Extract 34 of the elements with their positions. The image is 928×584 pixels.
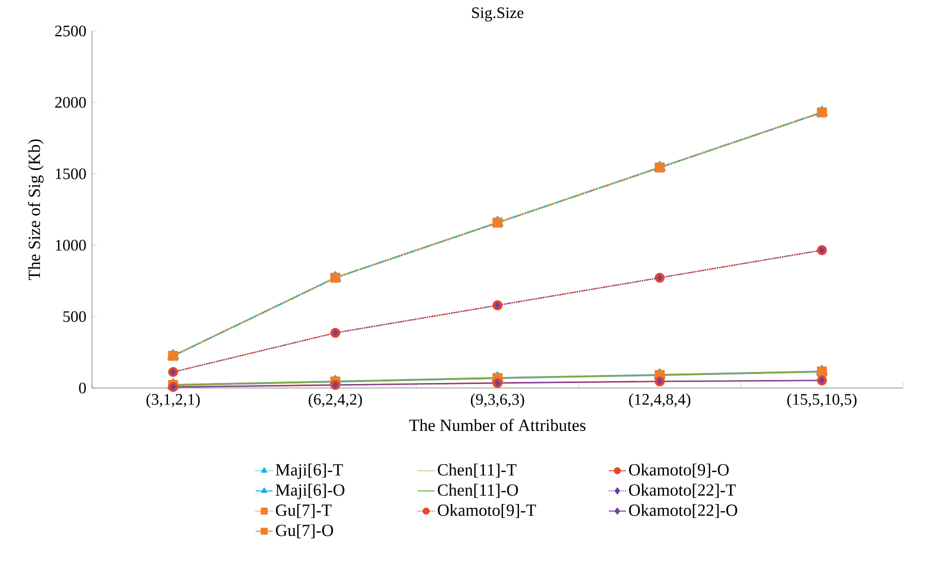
point xyxy=(819,376,825,384)
point xyxy=(332,329,338,336)
y-tick-label: 2500 xyxy=(55,26,86,36)
legend-label: Okamoto[9]-T xyxy=(438,504,536,518)
y-tick-label: 2000 xyxy=(55,97,86,108)
point xyxy=(656,378,662,385)
x-tick-label: (3,1,2,1) xyxy=(146,394,200,408)
x-tick-label: (15,5,10,5) xyxy=(787,394,857,408)
point xyxy=(332,382,338,389)
chart-title: Sig.Size xyxy=(472,7,524,22)
point xyxy=(494,380,500,387)
point xyxy=(494,302,500,309)
legend-label: Maji[6]-T xyxy=(276,464,343,480)
x-tick-label: (6,2,4,2) xyxy=(308,394,362,408)
legend-label: Maji[6]-O xyxy=(276,484,344,500)
y-tick-label: 1500 xyxy=(56,168,86,180)
legend-label: Chen[11]-O xyxy=(438,484,518,498)
y-axis-title: The Size of Sig (Kb) xyxy=(28,139,44,280)
y-tick-label: 500 xyxy=(63,311,86,322)
legend-label: Gu[7]-O xyxy=(276,524,334,538)
x-tick-label: (9,3,6,3) xyxy=(470,394,524,408)
y-tick-label: 0 xyxy=(79,382,86,394)
legend-label: Okamoto[22]-T xyxy=(629,484,736,498)
x-tick-label: (12,4,8,4) xyxy=(629,394,690,408)
point xyxy=(819,246,825,254)
point xyxy=(170,368,176,376)
x-axis-title: The Number of Attributes xyxy=(409,418,586,432)
legend-label: Gu[7]-T xyxy=(276,504,332,518)
legend-label: Okamoto[22]-O xyxy=(629,504,738,518)
y-tick-label: 1000 xyxy=(56,240,86,251)
point xyxy=(656,274,662,282)
legend-label: Chen[11]-T xyxy=(438,464,516,478)
point xyxy=(170,384,176,391)
legend-label: Okamoto[9]-O xyxy=(629,464,729,478)
